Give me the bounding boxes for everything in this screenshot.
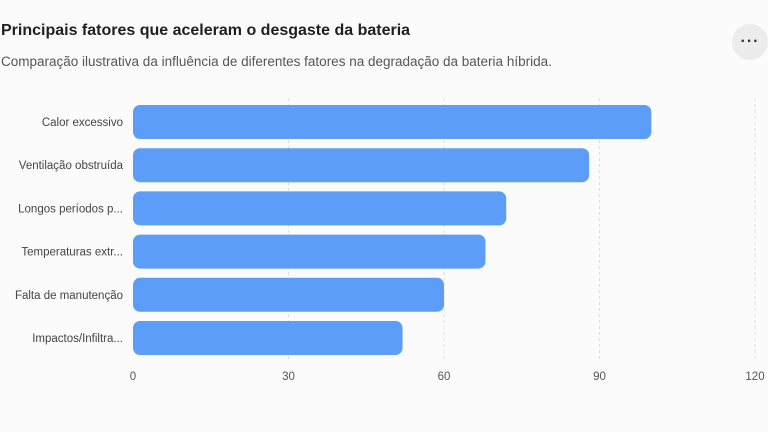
x-tick-label: 60 <box>438 371 451 383</box>
x-tick-label: 30 <box>282 371 295 383</box>
bar[interactable] <box>133 234 486 269</box>
chart-title: Principais fatores que aceleram o desgas… <box>1 22 411 39</box>
bar[interactable] <box>133 191 507 226</box>
y-tick-label: Temperaturas extr... <box>21 247 123 259</box>
y-tick-label: Impactos/Infiltra... <box>32 333 123 345</box>
y-tick-label: Longos períodos p... <box>18 203 123 215</box>
bar[interactable] <box>133 321 403 355</box>
more-horizontal-icon: ··· <box>740 33 760 50</box>
y-tick-label: Ventilação obstruída <box>19 160 124 172</box>
y-tick-label: Calor excessivo <box>42 117 123 129</box>
bar[interactable] <box>133 105 652 139</box>
bar[interactable] <box>133 277 444 312</box>
x-tick-label: 90 <box>593 371 606 383</box>
y-tick-label: Falta de manutenção <box>15 290 123 302</box>
more-options-button[interactable]: ··· <box>732 24 768 60</box>
bar[interactable] <box>133 148 590 183</box>
x-tick-label: 120 <box>745 371 764 383</box>
chart-subtitle: Comparação ilustrativa da influência de … <box>1 54 552 69</box>
x-tick-label: 0 <box>130 371 136 383</box>
